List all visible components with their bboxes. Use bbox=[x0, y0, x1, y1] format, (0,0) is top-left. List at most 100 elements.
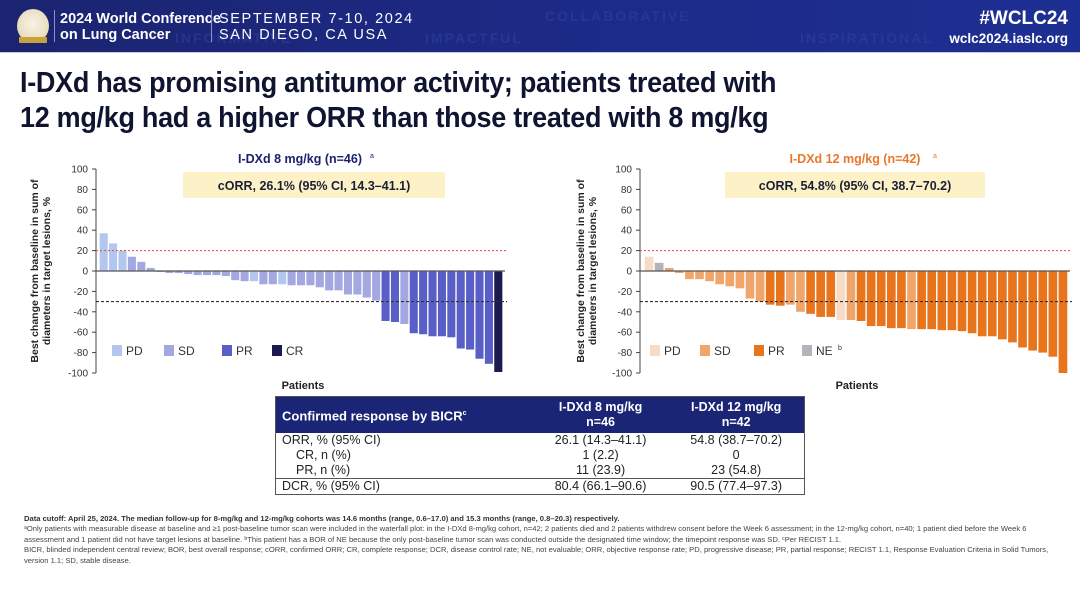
waterfall-bar bbox=[174, 271, 183, 274]
waterfall-bar bbox=[654, 262, 664, 271]
waterfall-bar bbox=[165, 271, 174, 274]
corr-callout-text: cORR, 26.1% (95% CI, 14.3–41.1) bbox=[218, 179, 410, 193]
header-8mg-n: n=46 bbox=[586, 415, 615, 429]
conference-location: SAN DIEGO, CA USA bbox=[219, 27, 389, 43]
website-link[interactable]: wclc2024.iaslc.org bbox=[949, 31, 1068, 46]
banner-background-word: COLLABORATIVE bbox=[545, 8, 691, 24]
legend-swatch bbox=[222, 345, 232, 356]
waterfall-bar bbox=[1018, 271, 1027, 348]
waterfall-bar bbox=[897, 271, 906, 329]
y-axis-label-line1: Best change from baseline in sum of bbox=[575, 179, 587, 363]
waterfall-bar bbox=[685, 271, 694, 280]
waterfall-bar bbox=[193, 271, 202, 276]
waterfall-bar bbox=[836, 271, 846, 320]
y-tick-label: 100 bbox=[615, 165, 632, 176]
header-12mg-dose: I-DXd 12 mg/kg bbox=[691, 400, 782, 414]
legend-swatch bbox=[700, 345, 710, 356]
response-table: Confirmed response by BICRc I-DXd 8 mg/k… bbox=[275, 396, 805, 495]
waterfall-bar bbox=[876, 271, 886, 327]
footnotes: Data cutoff: April 25, 2024. The median … bbox=[24, 514, 1064, 566]
waterfall-bar bbox=[856, 271, 866, 321]
waterfall-bar bbox=[917, 271, 926, 330]
value-12mg: 23 (54.8) bbox=[711, 463, 762, 477]
waterfall-bar bbox=[907, 271, 916, 330]
waterfall-bar bbox=[806, 271, 815, 314]
waterfall-bar bbox=[306, 271, 315, 286]
value-12mg: 90.5 (77.4–97.3) bbox=[668, 478, 805, 495]
footnote-abbreviations: BICR, blinded independent central review… bbox=[24, 545, 1049, 565]
waterfall-bar bbox=[400, 271, 409, 325]
waterfall-bar bbox=[816, 271, 826, 317]
y-axis-label-line2: diameters in target lesions, % bbox=[587, 196, 599, 345]
waterfall-bar bbox=[259, 271, 268, 285]
footnote-cutoff: Data cutoff: April 25, 2024. The median … bbox=[24, 514, 1064, 524]
waterfall-bar bbox=[343, 271, 353, 295]
waterfall-bar bbox=[715, 271, 725, 285]
corr-callout-box bbox=[725, 172, 985, 198]
footnote-marker: c bbox=[462, 410, 467, 418]
waterfall-bar bbox=[1038, 271, 1048, 353]
conference-banner: INFORMATIVE IMPACTFUL COLLABORATIVE INSP… bbox=[0, 0, 1080, 53]
waterfall-bar bbox=[315, 271, 324, 288]
legend-swatch bbox=[802, 345, 812, 356]
conference-name: 2024 World Conference on Lung Cancer bbox=[60, 11, 221, 43]
row-label: PR, n (%) bbox=[296, 463, 351, 477]
banner-background-word: IMPACTFUL bbox=[425, 30, 523, 46]
waterfall-bar bbox=[1028, 271, 1038, 351]
waterfall-bar bbox=[447, 271, 456, 338]
legend-swatch bbox=[164, 345, 174, 356]
y-tick-label: 80 bbox=[621, 185, 633, 196]
waterfall-bar bbox=[987, 271, 997, 337]
waterfall-bar bbox=[381, 271, 390, 321]
waterfall-bar bbox=[755, 271, 765, 302]
legend-swatch bbox=[650, 345, 660, 356]
waterfall-bar bbox=[287, 271, 296, 286]
table-row: DCR, % (95% CI) 80.4 (66.1–90.6) 90.5 (7… bbox=[275, 478, 805, 495]
y-tick-label: -20 bbox=[618, 287, 633, 298]
y-tick-label: -60 bbox=[74, 328, 89, 339]
banner-divider bbox=[211, 10, 212, 42]
logo-ribbon-icon bbox=[19, 37, 47, 43]
waterfall-bar bbox=[947, 271, 957, 331]
chart-title: I-DXd 12 mg/kg (n=42) bbox=[790, 152, 921, 166]
value-12mg: 0 bbox=[732, 448, 740, 462]
waterfall-bar bbox=[203, 271, 212, 276]
y-tick-label: -40 bbox=[618, 307, 633, 318]
conference-date: SEPTEMBER 7-10, 2024 bbox=[219, 11, 414, 27]
cutoff-text: Data cutoff: April 25, 2024. The median … bbox=[24, 514, 620, 523]
legend-label: SD bbox=[714, 344, 731, 358]
waterfall-bar bbox=[118, 250, 127, 271]
waterfall-bar bbox=[456, 271, 465, 349]
y-tick-label: -100 bbox=[68, 369, 88, 380]
waterfall-bar bbox=[664, 267, 674, 271]
waterfall-bar bbox=[466, 271, 475, 350]
waterfall-bar bbox=[725, 271, 735, 287]
hashtag: #WCLC24 bbox=[979, 8, 1068, 29]
waterfall-bar bbox=[1058, 271, 1068, 373]
legend-label: PR bbox=[768, 344, 785, 358]
table-header-label: Confirmed response by BICRc bbox=[275, 396, 533, 433]
legend-label: CR bbox=[286, 344, 304, 358]
waterfall-bar bbox=[221, 271, 230, 277]
legend-label: PD bbox=[664, 344, 681, 358]
waterfall-bar bbox=[353, 271, 362, 295]
waterfall-bar bbox=[644, 256, 654, 271]
waterfall-bar bbox=[1048, 271, 1058, 357]
y-axis-label-line2: diameters in target lesions, % bbox=[41, 196, 53, 345]
y-tick-label: -40 bbox=[74, 307, 89, 318]
legend-swatch bbox=[754, 345, 764, 356]
waterfall-bar bbox=[484, 271, 493, 364]
waterfall-bar bbox=[109, 243, 118, 271]
legend-swatch bbox=[112, 345, 122, 356]
table-row: ORR, % (95% CI) 26.1 (14.3–41.1) 54.8 (3… bbox=[276, 433, 805, 448]
waterfall-bar bbox=[826, 271, 836, 317]
waterfall-bar bbox=[937, 271, 947, 331]
y-tick-label: 0 bbox=[626, 267, 632, 278]
chart-title: I-DXd 8 mg/kg (n=46) bbox=[238, 152, 362, 166]
y-tick-label: -60 bbox=[618, 328, 633, 339]
y-tick-label: 0 bbox=[82, 267, 88, 278]
corr-callout-box bbox=[183, 172, 445, 198]
waterfall-bar bbox=[745, 271, 755, 299]
y-tick-label: 40 bbox=[621, 226, 633, 237]
legend-swatch bbox=[272, 345, 282, 356]
